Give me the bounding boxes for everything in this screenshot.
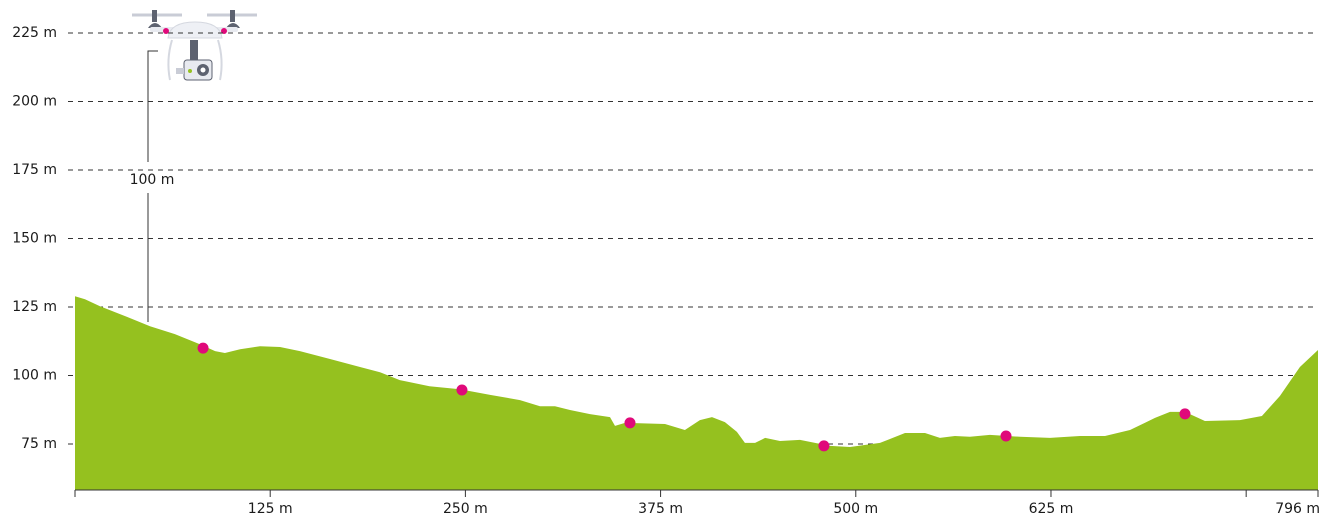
- y-tick-label: 125 m: [12, 299, 57, 315]
- y-tick-label: 175 m: [12, 162, 57, 178]
- x-tick-label: 125 m: [248, 501, 293, 517]
- waypoint: [1179, 408, 1190, 419]
- x-tick-label: 250 m: [443, 501, 488, 517]
- chart: 75 m 100 m 125 m 150 m 175 m 200 m 225 m 125 m 2…: [0, 0, 1333, 517]
- annotation-layer: 100 m: [130, 51, 175, 322]
- y-tick-label: 75 m: [21, 436, 57, 452]
- height-label: 100 m: [130, 172, 175, 188]
- waypoint: [198, 343, 209, 354]
- x-tick-label: 500 m: [833, 501, 878, 517]
- terrain-area: [75, 296, 1318, 490]
- waypoint: [456, 384, 467, 395]
- page: {"chart_data": { "type": "area", "color"…: [0, 0, 1333, 517]
- y-tick-label: 150 m: [12, 230, 57, 246]
- y-tick-label: 200 m: [12, 93, 57, 109]
- x-tick-label: 375 m: [638, 501, 683, 517]
- y-tick-label: 100 m: [12, 367, 57, 383]
- waypoint: [1001, 431, 1012, 442]
- drone-icon: [132, 10, 257, 80]
- x-tick-label: 625 m: [1029, 501, 1074, 517]
- waypoint: [818, 440, 829, 451]
- height-line-top: [148, 51, 158, 162]
- x-tick-label: 796 m: [1275, 501, 1320, 517]
- waypoint: [624, 417, 635, 428]
- y-tick-label: 225 m: [12, 25, 57, 41]
- area-layer: [75, 296, 1318, 490]
